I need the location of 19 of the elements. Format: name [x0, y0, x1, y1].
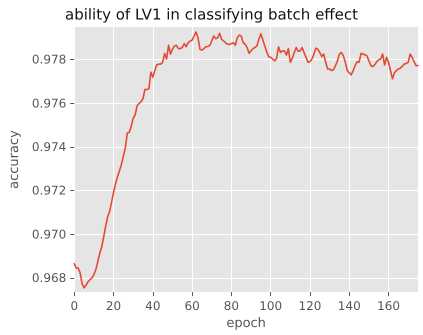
y-tick-label: 0.974: [32, 140, 66, 154]
x-tick-label: 100: [259, 299, 282, 314]
x-axis-title: epoch: [226, 316, 266, 331]
x-tick-label: 0: [70, 299, 78, 314]
x-tick-label: 120: [298, 299, 322, 314]
x-tick-label: 60: [184, 299, 200, 314]
x-tick-label: 140: [338, 299, 361, 314]
y-tick-label: 0.972: [32, 184, 66, 198]
chart-title: ability of LV1 in classifying batch effect: [65, 6, 358, 24]
x-tick-label: 160: [377, 299, 400, 314]
y-tick-label: 0.968: [32, 270, 66, 285]
y-axis-title: accuracy: [7, 130, 22, 189]
y-tick-label: 0.978: [32, 52, 66, 67]
y-tick-label: 0.976: [32, 96, 66, 110]
y-tick-label: 0.970: [32, 227, 66, 242]
x-tick-label: 20: [106, 299, 122, 314]
x-tick-label: 80: [224, 299, 240, 314]
x-tick-label: 40: [145, 299, 160, 314]
line-series: [73, 31, 419, 289]
